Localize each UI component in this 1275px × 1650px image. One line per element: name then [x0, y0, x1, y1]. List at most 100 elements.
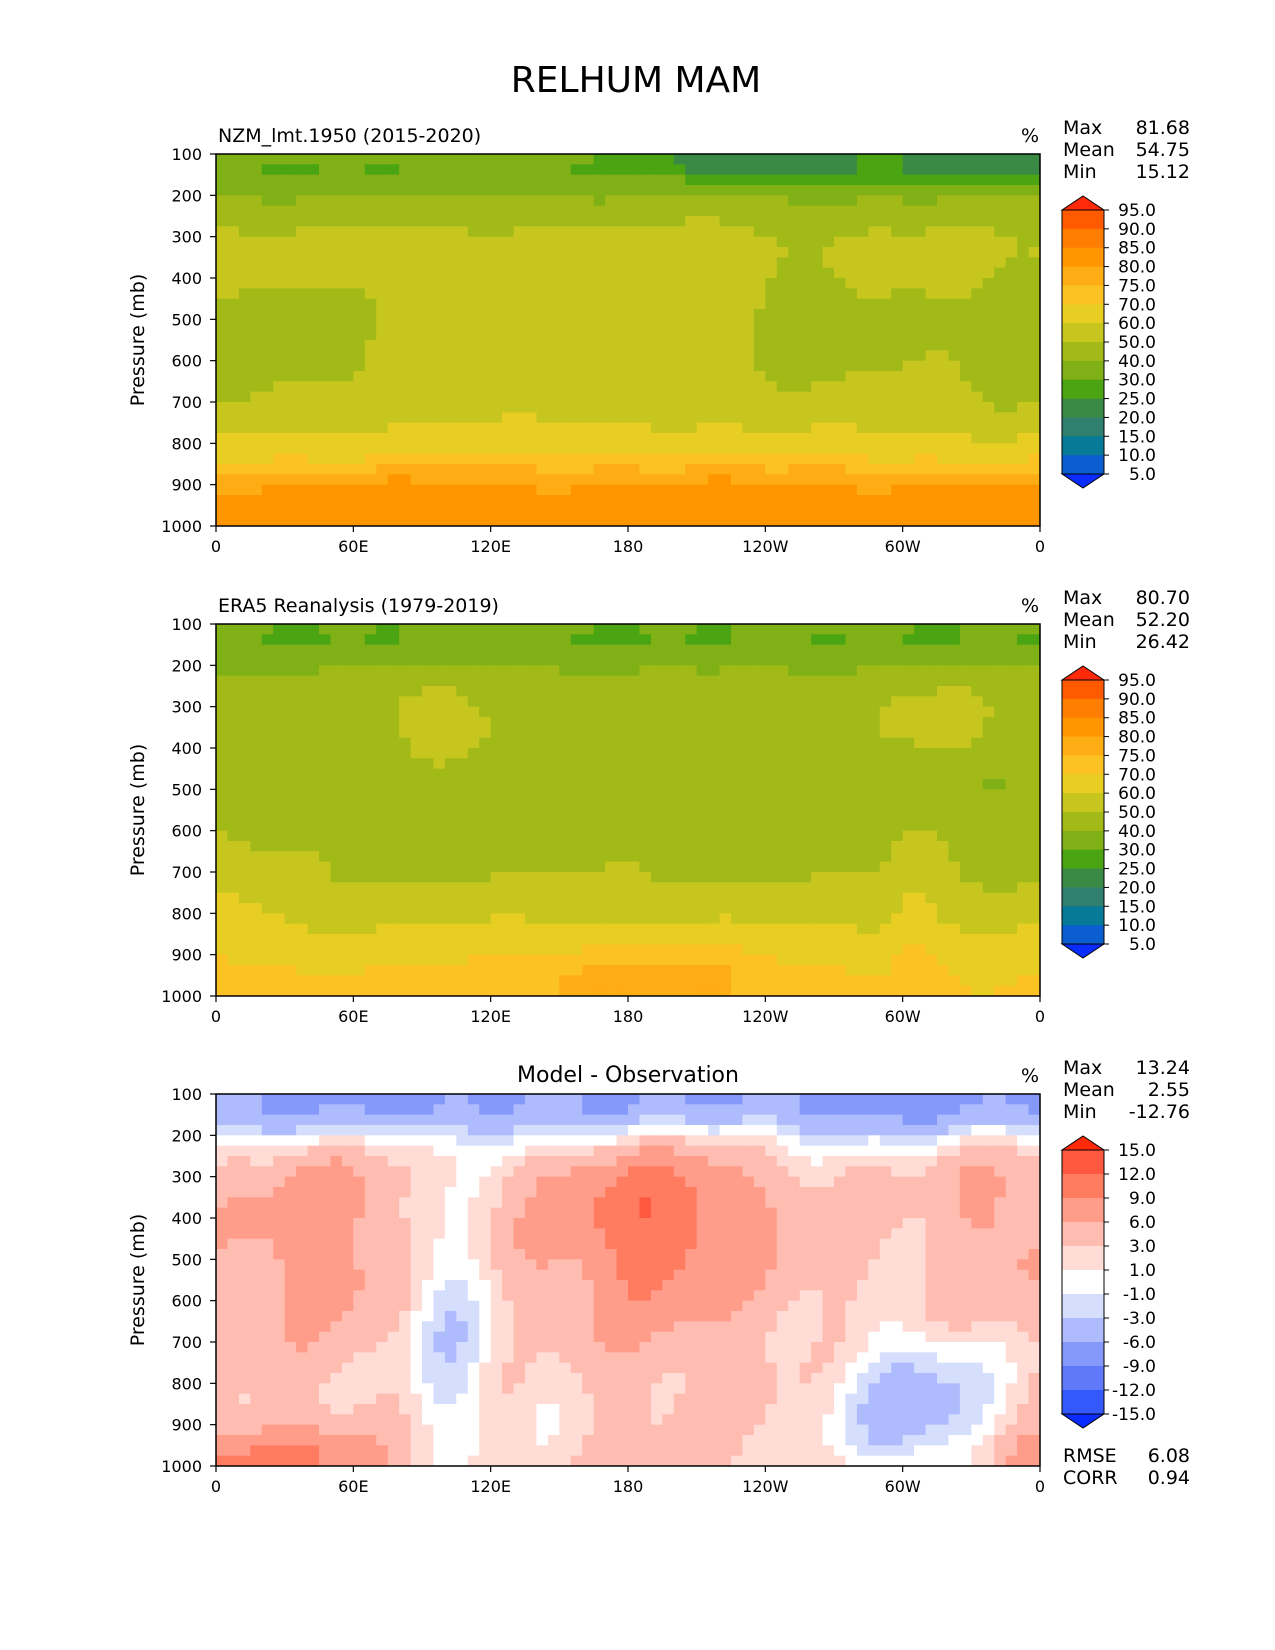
field-cell — [502, 278, 515, 289]
field-cell — [502, 474, 515, 486]
field-cell — [685, 329, 698, 341]
field-cell — [868, 484, 881, 496]
field-cell — [582, 154, 595, 165]
field-cell — [868, 882, 881, 894]
field-cell — [605, 944, 618, 956]
field-cell — [788, 872, 801, 883]
field-cell — [628, 810, 641, 821]
field-cell — [902, 944, 915, 956]
field-cell — [753, 799, 766, 811]
field-cell — [479, 340, 492, 351]
field-cell — [628, 433, 641, 444]
field-cell — [456, 216, 469, 227]
field-cell — [731, 278, 744, 289]
field-cell — [982, 340, 995, 351]
field-cell — [422, 319, 435, 331]
field-cell — [959, 861, 972, 873]
field-cell — [353, 727, 366, 739]
field-cell — [616, 634, 629, 646]
field-cell — [250, 830, 263, 842]
field-cell — [433, 748, 446, 759]
field-cell — [971, 474, 984, 486]
field-cell — [994, 319, 1007, 331]
field-cell — [547, 820, 560, 832]
field-cell — [605, 851, 618, 863]
field-cell — [845, 758, 858, 770]
field-cell — [937, 319, 950, 331]
field-cell — [1017, 748, 1030, 759]
field-cell — [1005, 350, 1018, 362]
colorbar: 95.090.085.080.075.070.060.050.040.030.0… — [1060, 195, 1156, 489]
field-cell — [479, 892, 492, 904]
field-cell — [628, 340, 641, 351]
field-cell — [811, 851, 824, 863]
field-cell — [1028, 433, 1040, 444]
field-cell — [296, 944, 309, 956]
field-cell — [410, 484, 423, 496]
field-cell — [547, 696, 560, 708]
field-cell — [296, 789, 309, 801]
field-cell — [410, 464, 423, 475]
field-cell — [353, 443, 366, 455]
field-cell — [788, 205, 801, 217]
field-cell — [662, 402, 675, 413]
field-cell — [628, 758, 641, 770]
field-cell — [284, 737, 297, 749]
field-cell — [731, 174, 744, 186]
field-cell — [319, 267, 332, 279]
field-cell — [296, 872, 309, 883]
field-cell — [250, 257, 263, 269]
field-cell — [856, 872, 869, 883]
field-cell — [776, 505, 789, 517]
field-cell — [879, 665, 892, 677]
field-cell — [341, 350, 354, 362]
field-cell — [376, 422, 389, 434]
field-cell — [719, 154, 732, 165]
field-cell — [364, 402, 377, 413]
field-cell — [708, 799, 721, 811]
field-cell — [925, 453, 938, 465]
field-cell — [982, 174, 995, 186]
field-cell — [799, 298, 812, 310]
field-cell — [467, 841, 480, 852]
field-cell — [914, 464, 927, 475]
field-cell — [410, 267, 423, 279]
field-cell — [467, 278, 480, 289]
field-cell — [456, 830, 469, 842]
field-cell — [650, 329, 663, 341]
field-cell — [456, 779, 469, 790]
field-cell — [616, 758, 629, 770]
field-cell — [1028, 696, 1040, 708]
field-cell — [593, 934, 606, 945]
field-cell — [296, 226, 309, 238]
field-cell — [536, 923, 549, 935]
field-cell — [685, 443, 698, 455]
field-cell — [708, 675, 721, 687]
field-cell — [650, 696, 663, 708]
field-cell — [708, 391, 721, 403]
field-cell — [261, 830, 274, 842]
field-cell — [525, 453, 538, 465]
field-cell — [376, 675, 389, 687]
field-cell — [273, 464, 286, 475]
field-cell — [296, 319, 309, 331]
field-cell — [559, 624, 572, 635]
field-cell — [1028, 505, 1040, 517]
field-cell — [834, 422, 847, 434]
field-cell — [559, 655, 572, 666]
field-cell — [284, 768, 297, 780]
field-cell — [238, 717, 251, 728]
field-cell — [593, 484, 606, 496]
field-cell — [708, 882, 721, 894]
field-cell — [330, 696, 343, 708]
stat-label-mean: Mean — [1063, 139, 1115, 161]
field-cell — [719, 882, 732, 894]
field-cell — [685, 696, 698, 708]
field-cell — [959, 154, 972, 165]
field-cell — [650, 923, 663, 935]
field-cell — [456, 443, 469, 455]
field-cell — [925, 789, 938, 801]
field-cell — [731, 226, 744, 238]
field-cell — [547, 371, 560, 382]
field-cell — [959, 288, 972, 300]
